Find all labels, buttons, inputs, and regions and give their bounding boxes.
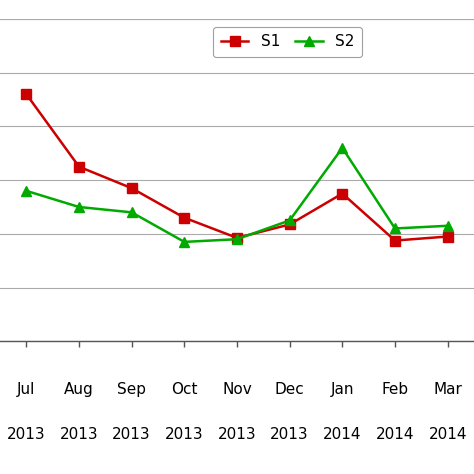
Text: 2013: 2013 [60,427,98,442]
S2 [24,188,29,194]
Text: Feb: Feb [382,382,409,397]
Text: Oct: Oct [171,382,198,397]
Text: 2013: 2013 [218,427,256,442]
Text: 2013: 2013 [112,427,151,442]
Text: Dec: Dec [275,382,304,397]
S1 [129,185,135,191]
Text: 2013: 2013 [270,427,309,442]
S1 [392,238,398,244]
S1 [339,191,345,196]
S2 [129,210,135,215]
S2 [182,239,187,245]
Text: Nov: Nov [222,382,252,397]
S2 [392,226,398,231]
Line: S2: S2 [21,143,453,247]
S1 [287,222,292,228]
S2 [234,237,240,242]
Text: 2014: 2014 [428,427,467,442]
S2 [287,218,292,223]
S1 [445,234,450,239]
S2 [445,223,450,228]
S1 [76,164,82,170]
Text: Jan: Jan [330,382,354,397]
Legend: S1, S2: S1, S2 [213,27,362,57]
S1 [24,91,29,97]
Text: Jul: Jul [17,382,36,397]
S1 [182,215,187,220]
S1 [234,235,240,241]
Text: 2014: 2014 [323,427,362,442]
Text: 2014: 2014 [376,427,414,442]
Text: Sep: Sep [117,382,146,397]
Text: Mar: Mar [433,382,462,397]
Line: S1: S1 [21,89,453,246]
S2 [76,204,82,210]
S2 [339,145,345,151]
Text: Aug: Aug [64,382,94,397]
Text: 2013: 2013 [7,427,46,442]
Text: 2013: 2013 [165,427,204,442]
